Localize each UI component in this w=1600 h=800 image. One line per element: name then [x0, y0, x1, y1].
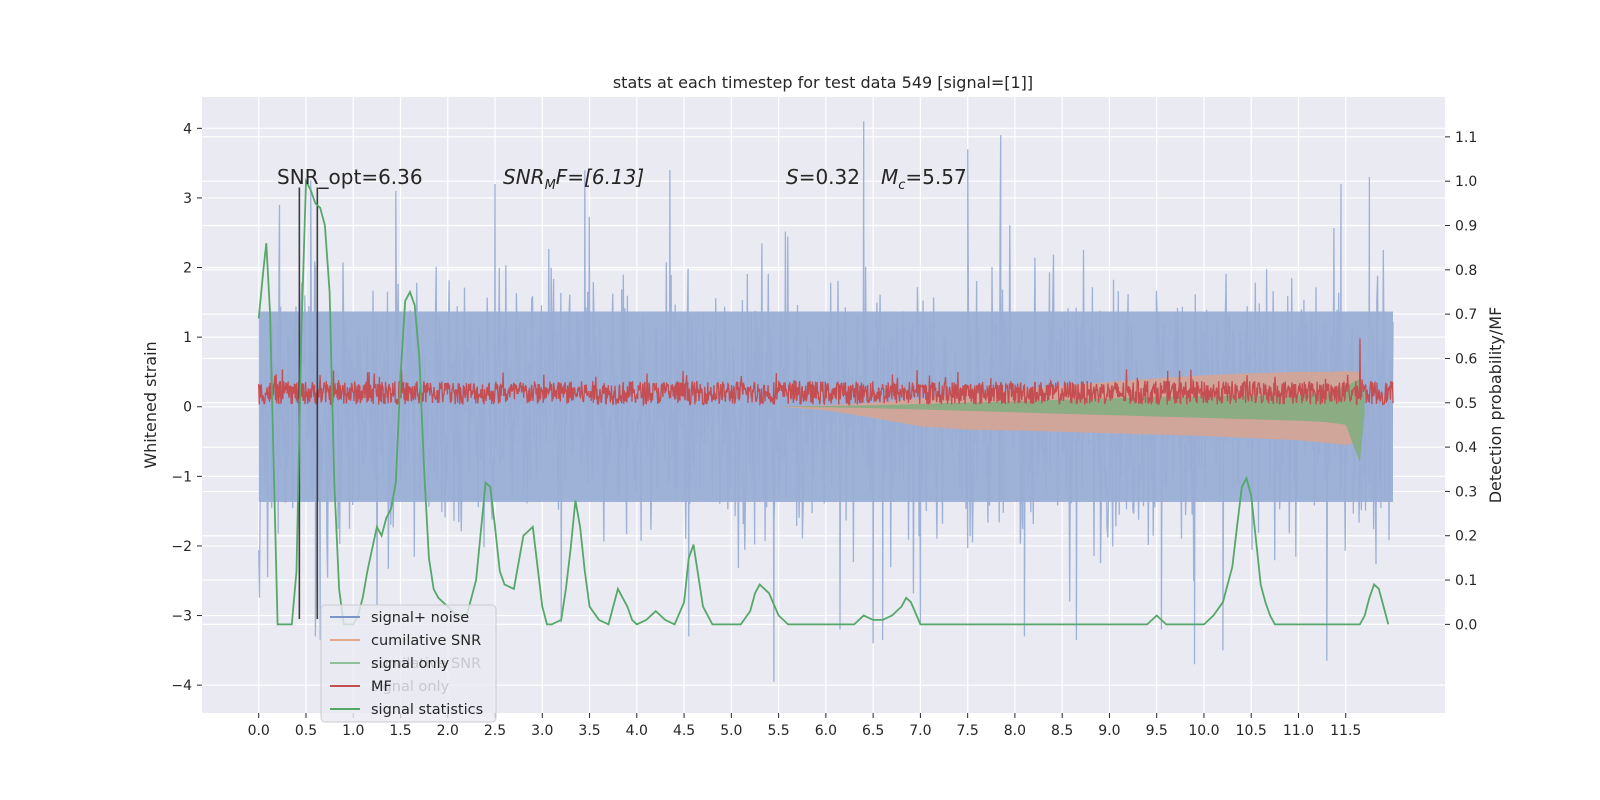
- x-tick-label: 0.5: [295, 723, 317, 739]
- legend-label-signal-noise: signal+ noise: [371, 610, 469, 626]
- y-tick-label: −3: [171, 609, 192, 625]
- y-tick-label: 2: [183, 261, 192, 277]
- y-tick-label: 1: [183, 330, 192, 346]
- annotation-snr-mf-symbol: SNR: [503, 165, 545, 189]
- chart-title: stats at each timestep for test data 549…: [613, 73, 1033, 92]
- y2-axis-title: Detection probability/MF: [1486, 307, 1505, 504]
- data-layer: [257, 121, 1394, 682]
- signal-statistics-series: [257, 177, 1390, 626]
- x-tick-label: 0.0: [248, 723, 270, 739]
- legend-ghost-entry: signal only: [371, 679, 450, 695]
- legend-label-signal-statistics: signal statistics: [371, 702, 483, 718]
- y2-tick-label: 0.8: [1455, 263, 1477, 279]
- y-tick-label: −1: [171, 469, 192, 485]
- y2-tick-label: 0.7: [1455, 307, 1477, 323]
- x-tick-label: 10.0: [1188, 723, 1219, 739]
- x-tick-label: 7.0: [909, 723, 931, 739]
- x-tick-label: 2.5: [484, 723, 506, 739]
- y2-tick-label: 0.5: [1455, 396, 1477, 412]
- x-tick-label: 11.5: [1330, 723, 1361, 739]
- x-tick-label: 9.5: [1146, 723, 1168, 739]
- x-tick-label: 8.5: [1051, 723, 1073, 739]
- x-tick-label: 1.0: [342, 723, 364, 739]
- x-tick-label: 8.0: [1004, 723, 1026, 739]
- mf-series: [258, 338, 1394, 407]
- annotation-s-symbol: S: [786, 165, 799, 189]
- annotation-mc-value: =5.57: [905, 165, 966, 189]
- y2-tick-label: 0.0: [1455, 617, 1477, 633]
- annotation-mc-subscript: c: [898, 178, 905, 193]
- x-tick-label: 4.5: [673, 723, 695, 739]
- x-tick-label: 6.0: [815, 723, 837, 739]
- x-tick-label: 3.5: [578, 723, 600, 739]
- legend-label-signal-only: signal only: [371, 656, 450, 672]
- x-tick-label: 2.0: [437, 723, 459, 739]
- x-tick-label: 9.0: [1098, 723, 1120, 739]
- x-tick-label: 5.0: [720, 723, 742, 739]
- annotation-s: S=0.32: [786, 165, 860, 189]
- y2-tick-label: 1.1: [1455, 130, 1477, 146]
- x-tick-label: 6.5: [862, 723, 884, 739]
- legend-ghost-entry: cumilative SNR: [371, 656, 481, 672]
- legend: cumilative SNR signal only signal+ noise…: [320, 604, 497, 723]
- y2-tick-label: 0.4: [1455, 440, 1477, 456]
- y-tick-label: 4: [183, 121, 192, 137]
- y2-tick-label: 0.9: [1455, 219, 1477, 235]
- y2-tick-label: 1.0: [1455, 174, 1477, 190]
- x-tick-label: 11.0: [1283, 723, 1314, 739]
- annotation-snr-opt: SNR_opt=6.36: [277, 165, 423, 189]
- annotation-snr-mf: SNRMF=[6.13]: [503, 165, 644, 193]
- legend-label-mf: MF: [371, 679, 392, 695]
- x-tick-label: 3.0: [531, 723, 553, 739]
- tick-layer: 0.0 0.5 1.0 1.5 2.0 2.5 3.0 3.5 4.0 4.5 5.0 5.5 6.0 6…: [171, 121, 1477, 739]
- annotation-snr-mf-subscript: M: [545, 178, 556, 193]
- legend-label-cumulative-snr: cumilative SNR: [371, 633, 481, 649]
- y-tick-label: 0: [183, 400, 192, 416]
- y-tick-label: −4: [171, 678, 192, 694]
- x-tick-label: 5.5: [767, 723, 789, 739]
- y2-tick-label: 0.3: [1455, 484, 1477, 500]
- annotation-snr-mf-value: F=[6.13]: [556, 165, 644, 189]
- x-tick-label: 7.5: [957, 723, 979, 739]
- x-tick-label: 1.5: [389, 723, 411, 739]
- y-tick-label: −2: [171, 539, 192, 555]
- annotation-s-value: =0.32: [799, 165, 860, 189]
- y2-tick-label: 0.6: [1455, 351, 1477, 367]
- legend-frame: [320, 604, 497, 723]
- x-tick-label: 4.0: [626, 723, 648, 739]
- x-tick-label: 10.5: [1236, 723, 1267, 739]
- y-tick-label: 3: [183, 191, 192, 207]
- y-axis-title: Whitened strain: [141, 341, 160, 468]
- annotation-mc-symbol: M: [881, 165, 898, 189]
- y2-tick-label: 0.2: [1455, 529, 1477, 545]
- annotation-mc: Mc=5.57: [881, 165, 967, 193]
- signal-only-area: [258, 378, 1365, 463]
- y2-tick-label: 0.1: [1455, 573, 1477, 589]
